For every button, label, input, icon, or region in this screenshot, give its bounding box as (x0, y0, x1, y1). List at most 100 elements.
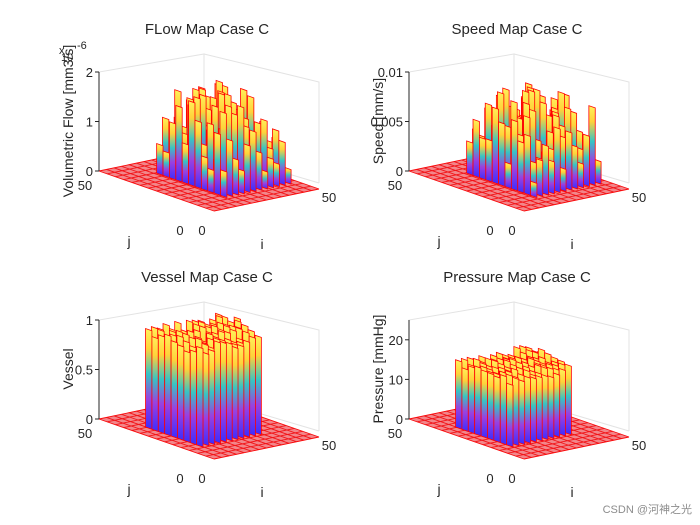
surface-bar (255, 150, 263, 191)
surface-bar (523, 375, 531, 444)
z-tick-label: 0.005 (370, 115, 403, 130)
surface-bar (266, 156, 274, 189)
surface-bar (196, 345, 204, 448)
surface-bar (512, 376, 520, 447)
z-axis-label: Volumetric Flow [mm3/s] (60, 45, 76, 197)
z-tick-label: 20 (389, 333, 403, 348)
surface-bar (225, 341, 233, 442)
surface-bar (491, 106, 499, 185)
surface-bar (541, 143, 549, 196)
surface-bar (517, 379, 526, 446)
surface-bar (485, 138, 493, 183)
y-axis-label: j (126, 233, 130, 249)
surface-bar (169, 121, 177, 181)
surface-bar (207, 348, 216, 446)
surface-bar (156, 142, 164, 176)
surface-bar (202, 351, 210, 447)
z-tick-label: 1 (86, 313, 93, 328)
x-tick-label: 50 (322, 190, 336, 205)
surface-bar (564, 363, 572, 436)
plot-title: FLow Map Case C (145, 21, 269, 38)
surface-bar (162, 150, 170, 179)
surface-bar (157, 334, 166, 435)
z-tick-label: 0 (86, 412, 93, 427)
x-axis-label: i (570, 484, 573, 500)
z-axis-label: Pressure [mmHg] (370, 315, 386, 424)
surface-bar (175, 104, 183, 183)
y-tick-label: 50 (388, 426, 402, 441)
surface-bar (541, 373, 549, 441)
surface-bar (504, 161, 512, 190)
x-tick-label: 0 (508, 471, 515, 486)
y-tick-label: 0 (486, 471, 493, 486)
surface-bar (588, 105, 596, 186)
axis-box-back-wall (203, 301, 320, 431)
exponent-power: -6 (77, 40, 87, 52)
surface-bar (523, 133, 531, 196)
surface-bar (594, 158, 602, 185)
z-tick-label: 2 (86, 65, 93, 80)
surface-bar (243, 143, 251, 194)
y-tick-label: 0 (486, 223, 493, 238)
x-tick-label: 0 (508, 223, 515, 238)
surface-bar (194, 119, 202, 190)
y-tick-label: 50 (388, 178, 402, 193)
x-tick-label: 0 (198, 471, 205, 486)
surface-bar (472, 118, 480, 179)
surface-bar (188, 100, 196, 188)
surface-bar (553, 126, 561, 194)
plot-title: Pressure Map Case C (443, 269, 591, 286)
surface-bar (498, 121, 506, 188)
surface-bar (207, 167, 215, 194)
surface-bar (183, 350, 191, 444)
surface-bar (284, 166, 292, 185)
y-axis-label: j (436, 233, 440, 249)
surface-bar (499, 374, 508, 446)
surface-bar (552, 372, 561, 438)
surface-bar (237, 344, 245, 440)
surface-bar (493, 375, 501, 444)
surface-bar (225, 138, 234, 197)
surface-bar (530, 180, 538, 199)
surface-bar (547, 159, 555, 195)
surface-bar (582, 133, 590, 188)
exponent-base: 10 (61, 52, 73, 64)
exponent-marker: x (59, 45, 65, 57)
surface-bar (466, 140, 474, 176)
surface-bar (249, 129, 257, 193)
surface-bar (480, 369, 488, 439)
z-tick-label: 0 (396, 412, 403, 427)
surface-bar (237, 168, 245, 195)
watermark: CSDN @河神之光 (603, 502, 692, 516)
surface-bar (164, 333, 172, 437)
surface-bar (181, 142, 189, 185)
z-tick-label: 10 (389, 372, 403, 387)
z-tick-label: 0.01 (378, 65, 403, 80)
y-axis-label: j (126, 481, 130, 497)
surface-bar (231, 345, 239, 441)
surface-bar (177, 344, 185, 441)
surface-bar (278, 139, 286, 186)
surface-bar (535, 374, 543, 442)
axis-box-back-wall (513, 301, 630, 431)
surface-bar (242, 339, 251, 438)
surface-bar (559, 166, 567, 193)
surface-bar (145, 327, 153, 430)
y-axis-label: j (436, 481, 440, 497)
plot-title: Speed Map Case C (452, 21, 583, 38)
surface-bar (547, 375, 555, 440)
z-tick-label: 0 (86, 164, 93, 179)
axis-box-back-wall (513, 53, 630, 183)
surface-bar (576, 161, 584, 189)
surface-bar (151, 335, 159, 433)
surface-bar (529, 376, 537, 443)
surface-bar (455, 359, 463, 430)
x-tick-label: 0 (198, 223, 205, 238)
x-axis-label: i (570, 236, 573, 252)
